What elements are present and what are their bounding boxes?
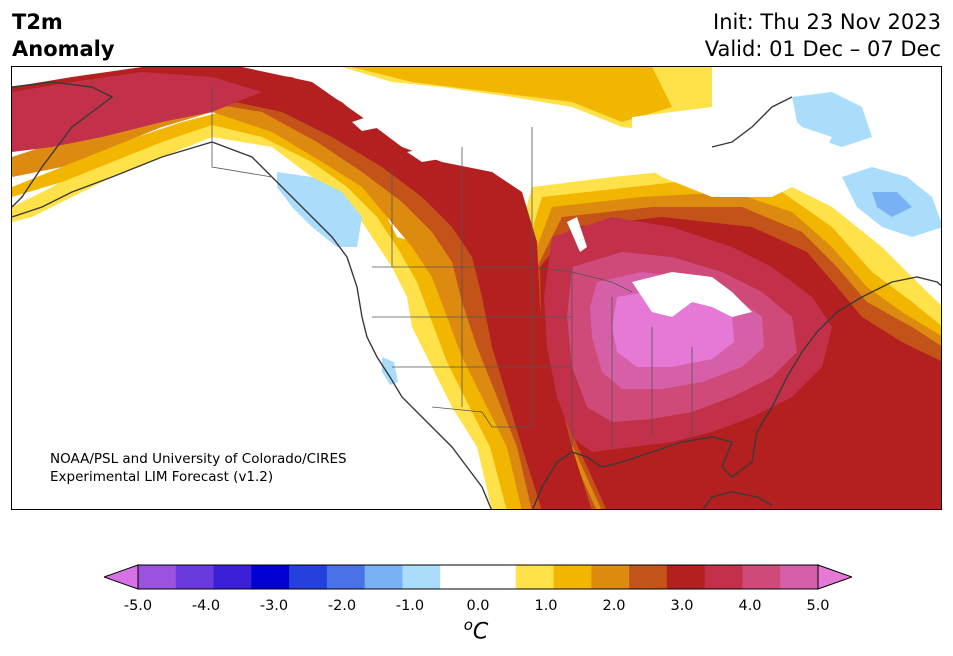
map-canvas [12,67,941,509]
colorbar-segment [591,565,630,589]
colorbar-tick-label: 4.0 [738,598,762,614]
credit-line-2: Experimental LIM Forecast (v1.2) [50,469,274,485]
colorbar-segment [780,565,819,589]
colorbar-segment [478,565,517,589]
anomaly-map: NOAA/PSL and University of Colorado/CIRE… [11,66,942,510]
lake-winnipeg [567,217,587,252]
colorbar-tick-label: -3.0 [259,598,289,614]
cold-patch-northwest [277,172,362,247]
credit-line-1: NOAA/PSL and University of Colorado/CIRE… [50,451,347,467]
colorbar-segment [666,565,706,589]
colorbar-tick-label: 0.0 [466,598,490,614]
colorbar-tick-label: 1.0 [534,598,558,614]
colorbar-segment [704,565,743,589]
colorbar-tick-label: -1.0 [395,598,425,614]
title-line-2: Anomaly [12,37,115,61]
colorbar-tick-label: 2.0 [602,598,626,614]
anomaly-band-arctic-gold [352,67,672,122]
no-anomaly-hudson [632,107,832,197]
political-borders [211,87,693,447]
great-lakes [632,272,752,317]
colorbar-segment [515,565,555,589]
colorbar-tick-label: -4.0 [191,598,221,614]
cold-patch-california [382,357,398,385]
colorbar-max-extension [817,564,852,590]
lake-great-slave [407,145,472,162]
title-line-1: T2m [12,10,63,34]
colorbar-segment [440,565,479,589]
colorbar-segment [742,565,781,589]
colorbar-segment [289,565,328,589]
map-credit: NOAA/PSL and University of Colorado/CIRE… [50,450,347,486]
valid-date: Valid: 01 Dec – 07 Dec [704,37,941,61]
coastlines [12,81,941,509]
colorbar-unit-label: oC [464,616,489,644]
colorbar-tick-label: 3.0 [670,598,694,614]
colorbar-segment [251,565,290,589]
colorbar-segment [553,565,592,589]
colorbar-segment [402,565,441,589]
colorbar-tick-label: -2.0 [327,598,357,614]
colorbar-tick-label: -5.0 [123,598,153,614]
colorbar [104,564,852,590]
anomaly-band-nw-crimson [12,72,262,152]
date-info: Init: Thu 23 Nov 2023 Valid: 01 Dec – 07… [705,9,941,63]
unit-degree-symbol: o [463,616,473,634]
colorbar-segment [364,565,403,589]
colorbar-tick-label: 5.0 [806,598,830,614]
colorbar-min-extension [104,564,139,590]
init-date: Init: Thu 23 Nov 2023 [713,10,941,34]
unit-celsius: C [472,619,489,645]
cold-patch-quebec-deep [872,192,912,217]
lake-great-bear [352,112,412,131]
colorbar-segment [175,565,215,589]
colorbar-segment [629,565,668,589]
colorbar-segment [138,565,177,589]
colorbar-outline [137,564,819,590]
colorbar-segment [326,565,366,589]
map-title: T2m Anomaly [12,9,115,63]
anomaly-band-magenta [612,289,734,367]
anomaly-band-dark-red [12,67,592,509]
colorbar-segment [213,565,252,589]
